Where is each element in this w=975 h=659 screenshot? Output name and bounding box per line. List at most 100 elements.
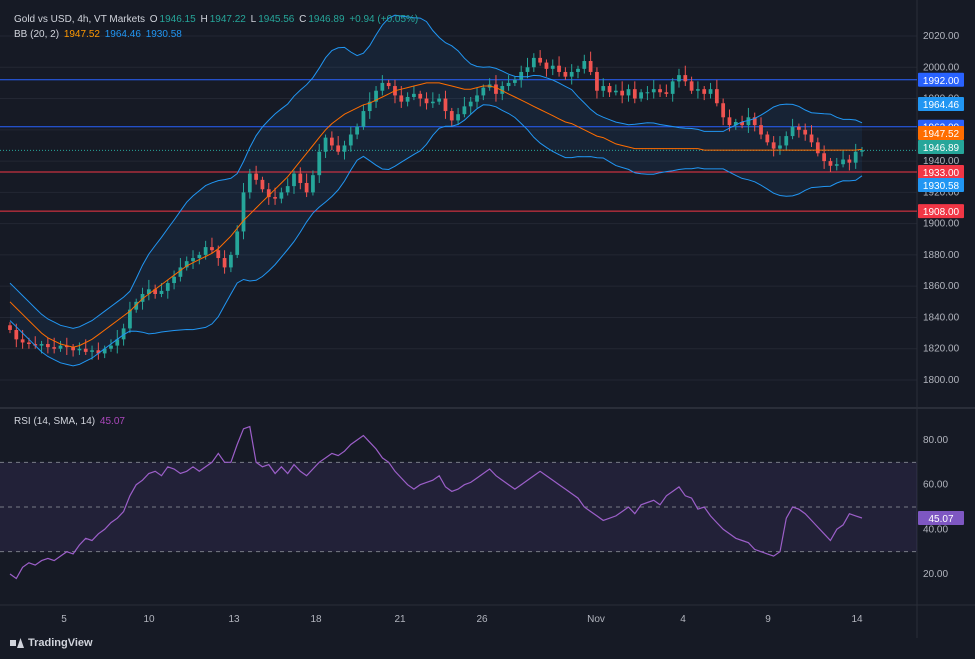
candle-body[interactable]: [658, 89, 662, 93]
candle-body[interactable]: [210, 247, 214, 251]
candle-body[interactable]: [109, 345, 113, 349]
candle-body[interactable]: [165, 283, 170, 291]
candle-body[interactable]: [235, 231, 240, 255]
candle-body[interactable]: [64, 345, 69, 348]
candle-body[interactable]: [500, 86, 505, 94]
candle-body[interactable]: [380, 82, 385, 91]
candle-body[interactable]: [462, 106, 467, 115]
candle-body[interactable]: [430, 101, 435, 104]
candle-body[interactable]: [128, 309, 132, 329]
candle-body[interactable]: [759, 125, 763, 135]
candle-body[interactable]: [752, 117, 757, 126]
candle-body[interactable]: [134, 301, 139, 310]
candle-body[interactable]: [557, 65, 561, 72]
candle-body[interactable]: [58, 345, 63, 349]
candle-body[interactable]: [544, 62, 549, 69]
candle-body[interactable]: [696, 89, 700, 91]
candle-body[interactable]: [241, 192, 246, 232]
candle-body[interactable]: [247, 173, 252, 193]
candle-body[interactable]: [191, 258, 195, 262]
candle-body[interactable]: [613, 90, 618, 93]
candle-body[interactable]: [740, 122, 744, 126]
candle-body[interactable]: [519, 71, 524, 80]
candle-body[interactable]: [481, 87, 486, 96]
candle-body[interactable]: [733, 122, 738, 126]
candle-body[interactable]: [292, 173, 296, 187]
symbol-title[interactable]: Gold vs USD, 4h, VT Markets: [14, 14, 145, 25]
candle-body[interactable]: [494, 84, 498, 94]
candle-body[interactable]: [222, 258, 227, 268]
candle-body[interactable]: [52, 347, 57, 349]
candle-body[interactable]: [639, 92, 643, 99]
candle-body[interactable]: [683, 75, 688, 82]
candle-body[interactable]: [582, 61, 587, 69]
candle-body[interactable]: [273, 197, 277, 199]
candle-body[interactable]: [121, 328, 126, 340]
candle-body[interactable]: [632, 89, 637, 99]
candle-body[interactable]: [449, 111, 454, 121]
candle-body[interactable]: [96, 350, 101, 354]
candle-body[interactable]: [102, 348, 107, 354]
rsi-pane[interactable]: [0, 425, 917, 580]
candle-body[interactable]: [367, 101, 372, 112]
candle-body[interactable]: [229, 254, 233, 268]
candle-body[interactable]: [140, 294, 145, 302]
candle-body[interactable]: [90, 350, 94, 352]
candle-body[interactable]: [595, 71, 599, 91]
candle-body[interactable]: [620, 90, 625, 96]
candle-body[interactable]: [822, 153, 827, 162]
candle-body[interactable]: [184, 261, 189, 268]
candle-body[interactable]: [77, 348, 82, 351]
candle-body[interactable]: [708, 89, 713, 94]
candle-body[interactable]: [437, 98, 442, 102]
candle-body[interactable]: [601, 86, 606, 91]
candle-body[interactable]: [418, 93, 423, 99]
candle-body[interactable]: [860, 150, 864, 152]
candle-body[interactable]: [197, 254, 202, 259]
candle-body[interactable]: [784, 136, 789, 146]
symbol-legend[interactable]: Gold vs USD, 4h, VT Markets O 1946.15 H 19…: [14, 14, 420, 25]
candle-body[interactable]: [374, 90, 378, 102]
candle-body[interactable]: [670, 81, 675, 94]
candle-body[interactable]: [828, 161, 833, 166]
candle-body[interactable]: [563, 71, 568, 77]
candle-body[interactable]: [342, 145, 347, 152]
candle-body[interactable]: [348, 134, 353, 146]
candle-body[interactable]: [443, 98, 448, 112]
candle-body[interactable]: [39, 344, 44, 346]
horizontal-levels[interactable]: [0, 79, 917, 212]
candle-body[interactable]: [607, 86, 612, 93]
candle-body[interactable]: [285, 186, 290, 193]
rsi-legend[interactable]: RSI (14, SMA, 14) 45.07: [14, 416, 127, 427]
candle-body[interactable]: [569, 71, 574, 77]
candle-body[interactable]: [298, 173, 303, 183]
candle-body[interactable]: [279, 192, 284, 199]
candle-body[interactable]: [386, 82, 391, 87]
candle-body[interactable]: [588, 61, 593, 72]
tradingview-logo[interactable]: TradingView: [10, 637, 93, 649]
candle-body[interactable]: [797, 126, 801, 130]
candle-body[interactable]: [304, 182, 309, 193]
candlesticks[interactable]: [8, 50, 864, 360]
candle-body[interactable]: [506, 82, 511, 87]
candle-body[interactable]: [677, 75, 681, 82]
candle-body[interactable]: [146, 289, 151, 294]
candle-body[interactable]: [159, 290, 164, 294]
candle-body[interactable]: [689, 81, 694, 91]
candle-body[interactable]: [803, 129, 808, 135]
candle-body[interactable]: [475, 95, 479, 102]
candle-body[interactable]: [172, 276, 176, 284]
candle-body[interactable]: [83, 348, 88, 352]
candle-body[interactable]: [714, 89, 719, 104]
candle-body[interactable]: [847, 159, 852, 163]
candle-body[interactable]: [153, 289, 158, 294]
candle-body[interactable]: [702, 89, 707, 94]
time-axis[interactable]: 5 10 13 18 21 26 Nov 4 9 14: [61, 614, 863, 625]
candle-body[interactable]: [203, 247, 208, 255]
rsi-line[interactable]: [9, 425, 863, 580]
candle-body[interactable]: [405, 96, 410, 102]
candle-body[interactable]: [721, 103, 726, 118]
candle-body[interactable]: [412, 93, 416, 97]
candle-body[interactable]: [311, 175, 315, 193]
